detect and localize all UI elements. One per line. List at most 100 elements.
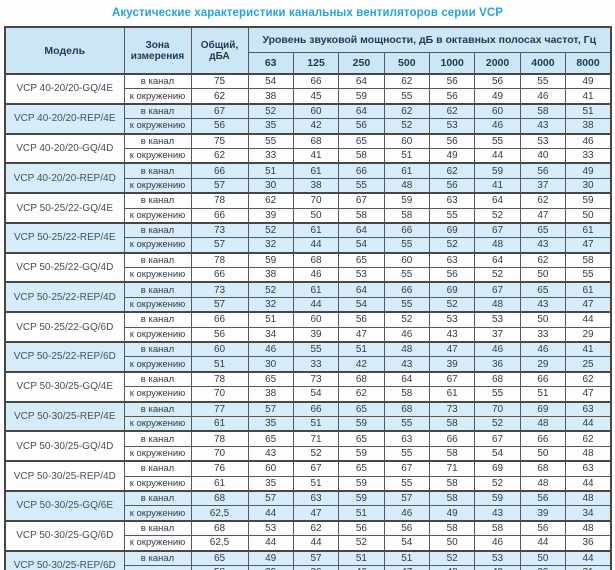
sound-level-cell-500hz: 57: [383, 489, 431, 507]
sound-level-cell-8000hz: 48: [565, 445, 612, 462]
measurement-zone-cell: в канал: [123, 341, 192, 358]
measurement-zone-cell: к окружению: [123, 475, 192, 492]
sound-level-cell-8000hz: 34: [565, 505, 612, 522]
sound-level-cell-500hz: 55: [383, 267, 431, 283]
sound-level-cell-4000hz: 46: [519, 88, 567, 105]
sound-level-cell-125hz: 36: [292, 564, 340, 570]
sound-level-cell-250hz: 66: [338, 162, 385, 179]
sound-level-cell-1000hz: 50: [428, 535, 476, 551]
model-name-cell: VCP 40-20/20-REP/4E: [4, 102, 125, 135]
sound-level-cell-1000hz: 62: [428, 102, 476, 120]
sound-level-cell-250hz: 47: [338, 326, 385, 343]
sound-level-cell-4000hz: 43: [519, 118, 567, 135]
sound-level-cell-2000hz: 52: [474, 475, 521, 492]
model-name-cell: VCP 50-30/25-GQ/4E: [4, 370, 125, 403]
sound-level-cell-2000hz: 67: [474, 281, 521, 298]
freq-header-500: 500: [383, 52, 431, 75]
sound-level-cell-4000hz: 55: [519, 73, 567, 90]
sound-level-cell-2000hz: 67: [474, 221, 521, 239]
sound-level-cell-250hz: 56: [338, 311, 385, 328]
sound-level-cell-63hz: 57: [247, 400, 294, 417]
sound-level-cell-125hz: 63: [292, 489, 340, 507]
sound-level-cell-1000hz: 56: [428, 132, 476, 149]
sound-level-cell-2000hz: 68: [474, 370, 521, 388]
table-row: к окружению 66 38 46 53 55 56 52 50 55: [5, 267, 612, 283]
sound-level-cell-500hz: 58: [383, 207, 431, 224]
sound-level-cell-2000hz: 46: [474, 341, 521, 358]
sound-level-cell-4000hz: 58: [519, 102, 567, 120]
sound-level-cell-125hz: 67: [292, 460, 340, 477]
total-dba-cell: 68: [190, 489, 249, 507]
sound-level-cell-63hz: 65: [247, 430, 294, 447]
sound-level-cell-125hz: 70: [292, 192, 340, 209]
sound-level-cell-500hz: 61: [383, 162, 431, 179]
sound-level-cell-500hz: 67: [383, 460, 431, 477]
sound-level-cell-1000hz: 58: [428, 475, 476, 492]
sound-level-cell-125hz: 62: [292, 519, 340, 537]
sound-level-cell-125hz: 33: [292, 356, 340, 373]
sound-level-cell-2000hz: 56: [474, 73, 521, 90]
total-dba-cell: 78: [190, 370, 249, 388]
sound-level-cell-63hz: 44: [247, 535, 294, 551]
sound-level-cell-63hz: 39: [247, 564, 294, 570]
sound-level-cell-63hz: 52: [247, 102, 294, 120]
sound-level-cell-63hz: 43: [247, 445, 294, 462]
model-name-cell: VCP 40-20/20-GQ/4E: [4, 73, 125, 105]
sound-level-cell-250hz: 55: [338, 177, 385, 194]
sound-level-cell-125hz: 71: [292, 430, 340, 447]
sound-level-cell-4000hz: 48: [519, 415, 567, 432]
sound-level-cell-250hz: 58: [338, 207, 385, 224]
sound-level-cell-8000hz: 44: [565, 475, 612, 492]
sound-level-cell-500hz: 62: [383, 102, 431, 120]
sound-level-cell-4000hz: 50: [519, 311, 567, 328]
model-name-cell: VCP 50-30/25-GQ/6D: [4, 519, 125, 551]
sound-level-cell-500hz: 48: [383, 177, 431, 194]
sound-level-cell-2000hz: 52: [474, 267, 521, 283]
sound-level-cell-4000hz: 50: [519, 445, 567, 462]
sound-level-cell-4000hz: 62: [519, 251, 567, 269]
table-row: VCP 50-30/25-GQ/6E в канал 68 57 63 59 57 58 59 5…: [4, 489, 612, 522]
sound-level-cell-1000hz: 52: [428, 549, 476, 566]
sound-level-cell-4000hz: 39: [519, 505, 567, 522]
sound-level-cell-1000hz: 71: [428, 460, 476, 477]
table-row: к окружению 62,5 44 47 51 46 49 43 39 34: [5, 505, 612, 522]
sound-level-cell-63hz: 54: [247, 73, 294, 90]
sound-level-cell-2000hz: 52: [474, 207, 521, 224]
sound-level-cell-4000hz: 33: [519, 326, 567, 343]
sound-level-cell-63hz: 30: [247, 356, 294, 373]
sound-level-cell-63hz: 38: [247, 267, 294, 283]
sound-level-cell-250hz: 64: [338, 102, 385, 120]
sound-level-cell-1000hz: 55: [428, 207, 476, 224]
sound-level-cell-8000hz: 41: [565, 88, 612, 105]
table-row: VCP 40-20/20-REP/4E в канал 67 52 60 64 62 62 60…: [4, 102, 612, 135]
measurement-zone-cell: в канал: [123, 430, 192, 447]
table-row: к окружению 70 43 52 59 55 58 54 50 48: [5, 445, 612, 462]
sound-level-cell-4000hz: 68: [519, 460, 567, 477]
measurement-zone-cell: в канал: [123, 400, 192, 417]
sound-level-cell-250hz: 65: [338, 460, 385, 477]
sound-level-cell-4000hz: 56: [519, 519, 567, 537]
sound-level-cell-1000hz: 69: [428, 281, 476, 298]
sound-level-cell-1000hz: 56: [428, 88, 476, 105]
sound-level-cell-2000hz: 60: [474, 102, 521, 120]
measurement-zone-cell: к окружению: [123, 237, 192, 254]
sound-level-cell-2000hz: 64: [474, 192, 521, 209]
sound-level-cell-4000hz: 66: [519, 370, 567, 388]
sound-level-cell-500hz: 66: [383, 281, 431, 298]
sound-level-cell-250hz: 58: [338, 147, 385, 164]
sound-level-cell-2000hz: 55: [474, 386, 521, 403]
sound-level-cell-125hz: 61: [292, 221, 340, 239]
table-row: к окружению 57 32 44 54 55 52 48 43 47: [5, 237, 612, 254]
sound-level-cell-8000hz: 55: [565, 267, 612, 283]
sound-level-cell-250hz: 54: [338, 296, 385, 313]
freq-header-2000: 2000: [474, 52, 521, 75]
total-dba-cell: 75: [190, 132, 249, 149]
measurement-zone-cell: к окружению: [123, 356, 192, 373]
sound-level-cell-125hz: 51: [292, 475, 340, 492]
sound-level-cell-4000hz: 29: [519, 356, 567, 373]
header-row-frequencies: 63 125 250 500 1000 2000 4000 8000: [5, 52, 612, 75]
table-row: VCP 50-25/22-GQ/4E в канал 78 62 70 67 59 63 64 6…: [4, 192, 612, 224]
measurement-zone-cell: в канал: [123, 73, 192, 90]
sound-level-cell-500hz: 63: [383, 430, 431, 447]
total-dba-cell: 66: [190, 267, 249, 283]
